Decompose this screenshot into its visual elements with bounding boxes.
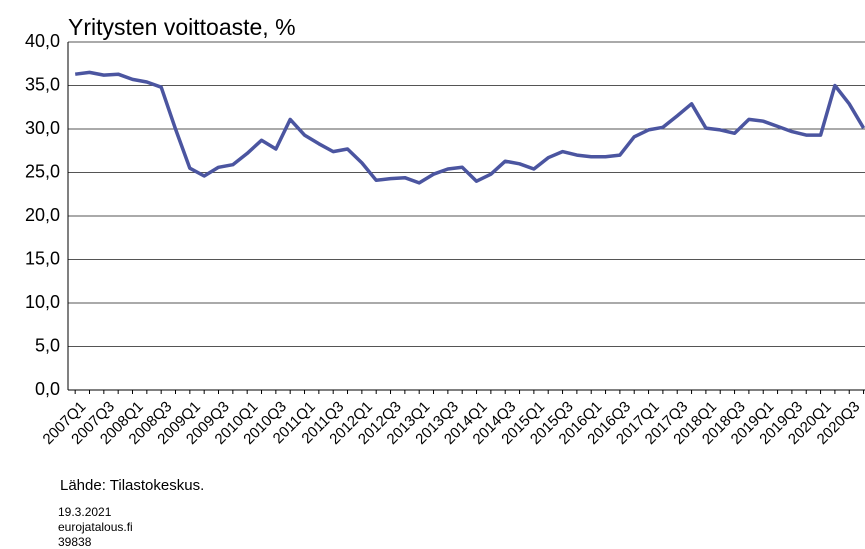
- y-tick-label: 25,0: [25, 161, 60, 181]
- y-tick-label: 20,0: [25, 205, 60, 225]
- site: eurojatalous.fi: [58, 520, 133, 534]
- y-tick-label: 10,0: [25, 292, 60, 312]
- y-tick-label: 0,0: [35, 379, 60, 399]
- y-tick-label: 35,0: [25, 74, 60, 94]
- date: 19.3.2021: [58, 505, 112, 519]
- chart-id: 39838: [58, 535, 92, 549]
- y-tick-label: 30,0: [25, 118, 60, 138]
- y-tick-label: 5,0: [35, 335, 60, 355]
- source: Lähde: Tilastokeskus.: [60, 477, 204, 494]
- data-line: [74, 70, 865, 185]
- chart-title: Yritysten voittoaste, %: [68, 14, 296, 40]
- y-tick-label: 40,0: [25, 31, 60, 51]
- y-tick-label: 15,0: [25, 248, 60, 268]
